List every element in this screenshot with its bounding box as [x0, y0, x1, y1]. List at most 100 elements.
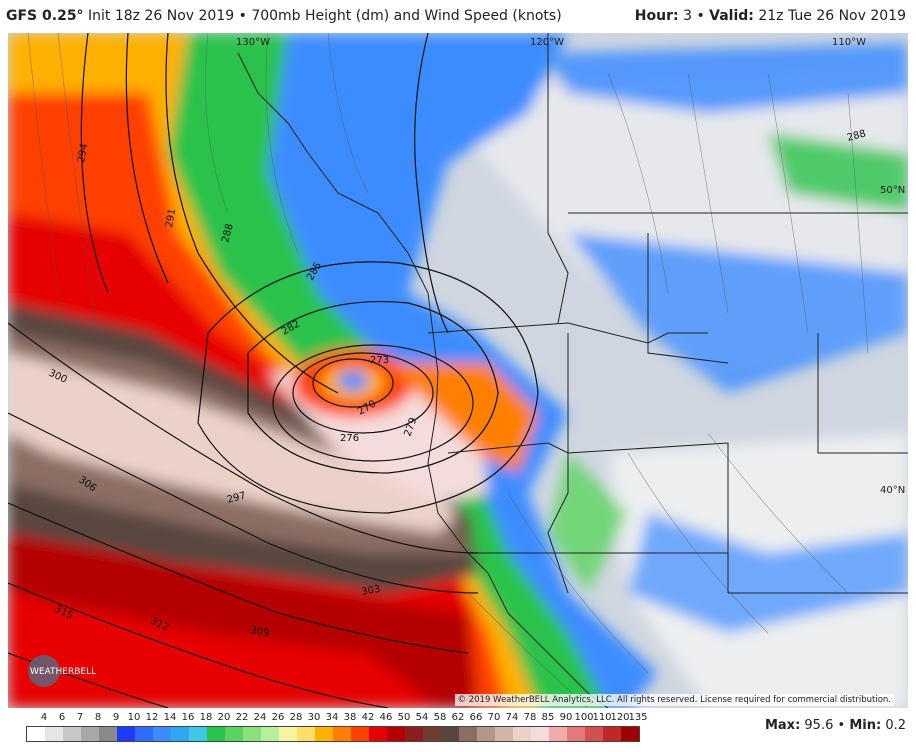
colorbar-segment — [243, 727, 261, 741]
colorbar-label: 6 — [58, 712, 66, 723]
colorbar-label: 110 — [592, 712, 612, 723]
wind-speed-fill — [8, 33, 908, 708]
colorbar-segment — [549, 727, 567, 741]
stats-separator: • — [837, 718, 846, 733]
max-value: 95.6 — [804, 718, 834, 733]
colorbar-segment — [297, 727, 315, 741]
contour-label: 273 — [370, 355, 389, 366]
contour-label: 288 — [220, 222, 236, 243]
contour-label: 294 — [76, 143, 90, 164]
colorbar-segment — [333, 727, 351, 741]
colorbar — [26, 726, 640, 742]
colorbar-label: 18 — [199, 712, 213, 723]
weatherbell-logo: WEATHERBELL — [28, 655, 96, 687]
colorbar-segment — [423, 727, 441, 741]
model-name: GFS 0.25° — [6, 8, 84, 24]
contour-label: 297 — [226, 490, 247, 506]
contour-label: 288 — [846, 128, 867, 144]
colorbar-segment — [477, 727, 495, 741]
lat-label-40n: 40°N — [880, 485, 905, 496]
colorbar-label: 50 — [397, 712, 411, 723]
contour-label: 276 — [340, 433, 359, 444]
valid-time-info: Hour: 3 • Valid: 21z Tue 26 Nov 2019 — [635, 8, 906, 24]
colorbar-segment — [459, 727, 477, 741]
colorbar-label: 100 — [574, 712, 594, 723]
valid-label: Valid: — [709, 8, 754, 24]
colorbar-label: 28 — [289, 712, 303, 723]
colorbar-segment — [387, 727, 405, 741]
hour-value: 3 — [683, 8, 692, 24]
colorbar-segment — [441, 727, 459, 741]
colorbar-label: 34 — [325, 712, 339, 723]
colorbar-segment — [513, 727, 531, 741]
colorbar-label: 14 — [163, 712, 177, 723]
height-contours — [8, 33, 539, 708]
colorbar-label: 16 — [181, 712, 195, 723]
max-min-stats: Max: 95.6 • Min: 0.2 — [765, 718, 906, 733]
product-name: 700mb Height (dm) and Wind Speed (knots) — [251, 8, 562, 24]
colorbar-segment — [261, 727, 279, 741]
colorbar-segment — [315, 727, 333, 741]
colorbar-segment — [99, 727, 117, 741]
colorbar-label: 62 — [451, 712, 465, 723]
colorbar-segment — [171, 727, 189, 741]
colorbar-label: 58 — [433, 712, 447, 723]
colorbar-label: 90 — [559, 712, 573, 723]
map-header: GFS 0.25° Init 18z 26 Nov 2019 • 700mb H… — [0, 0, 916, 34]
colorbar-segment — [225, 727, 243, 741]
init-time: Init 18z 26 Nov 2019 — [88, 8, 235, 24]
colorbar-segment — [351, 727, 369, 741]
min-value: 0.2 — [885, 718, 906, 733]
colorbar-segment — [81, 727, 99, 741]
colorbar-label: 9 — [112, 712, 120, 723]
colorbar-segment — [135, 727, 153, 741]
colorbar-label: 78 — [523, 712, 537, 723]
wind-streamlines — [27, 33, 869, 708]
colorbar-label: 20 — [217, 712, 231, 723]
colorbar-label: 66 — [469, 712, 483, 723]
colorbar-segment — [207, 727, 225, 741]
colorbar-segment — [117, 727, 135, 741]
min-label: Min: — [849, 718, 882, 733]
lon-label-110w: 110°W — [832, 37, 866, 48]
contour-label: 303 — [361, 584, 382, 598]
legend-footer: 4 6 7 8 9 10 12 14 16 18 20 22 24 26 28 30 34 38 42 46 50 54 5… — [0, 708, 916, 752]
colorbar-label: 12 — [145, 712, 159, 723]
colorbar-segment — [531, 727, 549, 741]
colorbar-segment — [153, 727, 171, 741]
title-separator: • — [696, 8, 705, 24]
colorbar-label: 70 — [487, 712, 501, 723]
colorbar-label: 46 — [379, 712, 393, 723]
contour-label: 291 — [164, 208, 178, 229]
colorbar-label: 24 — [253, 712, 267, 723]
colorbar-label: 54 — [415, 712, 429, 723]
colorbar-segment — [405, 727, 423, 741]
colorbar-segment — [45, 727, 63, 741]
colorbar-label: 4 — [40, 712, 48, 723]
colorbar-label: 42 — [361, 712, 375, 723]
title-separator: • — [238, 8, 247, 24]
colorbar-segment — [279, 727, 297, 741]
colorbar-segment — [369, 727, 387, 741]
colorbar-label: 38 — [343, 712, 357, 723]
colorbar-label: 135 — [628, 712, 648, 723]
colorbar-label: 26 — [271, 712, 285, 723]
colorbar-label: 74 — [505, 712, 519, 723]
colorbar-segment — [63, 727, 81, 741]
lon-label-130w: 130°W — [236, 37, 270, 48]
colorbar-segment — [189, 727, 207, 741]
colorbar-label: 8 — [94, 712, 102, 723]
colorbar-label: 30 — [307, 712, 321, 723]
colorbar-segment — [585, 727, 603, 741]
max-label: Max: — [764, 718, 801, 733]
logo-text: WEATHERBELL — [30, 667, 96, 677]
map-canvas: 130°W 120°W 110°W 50°N 40°N 294 291 288 … — [8, 33, 908, 708]
weather-map: 130°W 120°W 110°W 50°N 40°N 294 291 288 … — [8, 33, 908, 708]
map-title: GFS 0.25° Init 18z 26 Nov 2019 • 700mb H… — [6, 8, 562, 24]
colorbar-label: 7 — [76, 712, 84, 723]
colorbar-segment — [567, 727, 585, 741]
lon-label-120w: 120°W — [530, 37, 564, 48]
hour-label: Hour: — [634, 8, 679, 24]
coastlines — [237, 33, 908, 708]
contour-label: 309 — [249, 625, 270, 639]
